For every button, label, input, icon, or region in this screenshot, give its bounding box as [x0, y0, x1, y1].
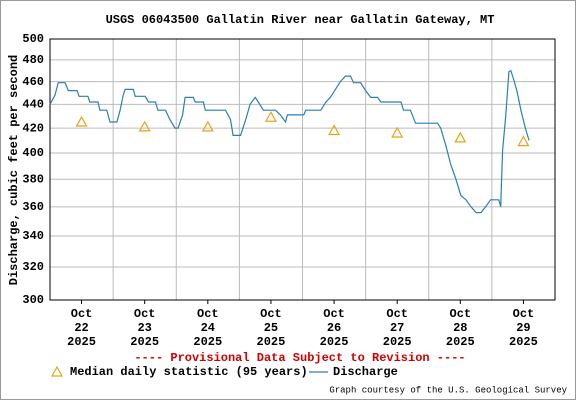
y-tick-label: 440: [22, 97, 44, 111]
y-tick-label: 460: [22, 75, 44, 89]
x-tick-label: Oct 28 2025: [446, 307, 475, 349]
legend-label: Discharge: [333, 365, 398, 379]
median-marker: [328, 124, 341, 136]
y-tick-label: 480: [22, 53, 44, 67]
y-tick-label: 340: [22, 229, 44, 243]
plot-area: [49, 38, 556, 301]
y-tick-label: 500: [22, 32, 44, 46]
y-tick-label: 360: [22, 200, 44, 214]
y-tick-label: 400: [22, 146, 44, 160]
median-marker: [391, 126, 404, 138]
y-tick-label: 320: [22, 260, 44, 274]
y-tick-label: 380: [22, 172, 44, 186]
median-marker: [201, 120, 214, 132]
x-tick-label: Oct 22 2025: [67, 307, 96, 349]
x-tick-label: Oct 25 2025: [257, 307, 286, 349]
credit: Graph courtesy of the U.S. Geological Su…: [329, 385, 567, 395]
y-tick-label: 420: [22, 121, 44, 135]
legend-symbol: [50, 365, 64, 377]
discharge-line: [49, 69, 530, 214]
x-tick-label: Oct 27 2025: [383, 307, 412, 349]
y-tick-label: 300: [22, 293, 44, 307]
median-marker: [138, 120, 151, 132]
median-marker: [454, 131, 467, 143]
median-marker: [264, 111, 277, 122]
annotation: ---- Provisional Data Subject to Revisio…: [134, 351, 465, 365]
x-tick-label: Oct 29 2025: [509, 307, 538, 349]
x-tick-label: Oct 24 2025: [193, 307, 222, 349]
legend-label: Median daily statistic (95 years): [70, 365, 308, 379]
chart-title: USGS 06043500 Gallatin River near Gallat…: [106, 13, 495, 27]
y-axis-label: Discharge, cubic feet per second: [7, 55, 21, 285]
median-marker: [517, 135, 530, 147]
x-tick-label: Oct 23 2025: [130, 307, 159, 349]
median-marker: [75, 115, 88, 127]
x-tick-label: Oct 26 2025: [320, 307, 349, 349]
